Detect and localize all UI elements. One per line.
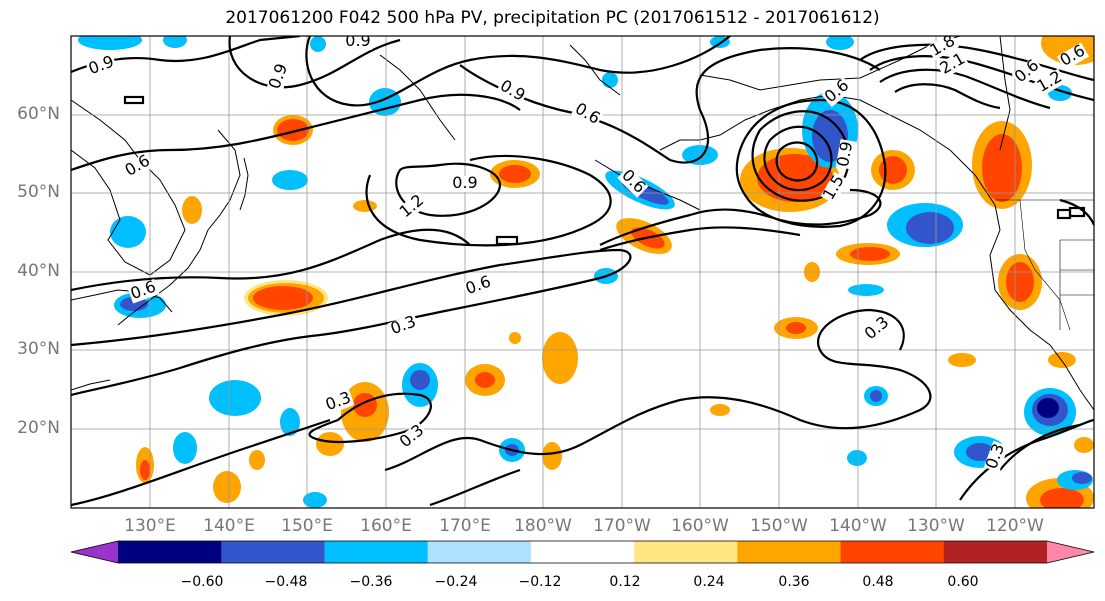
colorbar-extend-min — [71, 541, 118, 563]
lat-label-40n: 40°N — [17, 261, 60, 281]
contour-label-bg — [936, 50, 970, 79]
gridlines — [71, 36, 1094, 508]
contour-label-bg — [820, 171, 849, 205]
borders — [995, 199, 1094, 331]
contour-label: 0.9 — [452, 173, 477, 192]
colorbar-tick: 0.60 — [947, 574, 979, 590]
colorbar-extend-max — [1047, 541, 1094, 563]
colorbar-box — [221, 541, 325, 563]
colorbar-tick: −0.48 — [264, 574, 308, 590]
lon-label-150w: 150°W — [750, 516, 808, 536]
lon-label-130w: 130°W — [907, 516, 965, 536]
coastlines — [71, 36, 1094, 411]
contour-label: 0.9 — [833, 140, 856, 168]
contour-label-bg — [344, 36, 372, 50]
contour-label-bg — [396, 191, 429, 223]
lat-label-30n: 30°N — [17, 339, 60, 359]
contour-label-bg — [495, 77, 529, 106]
contour-label: 0.9 — [345, 31, 370, 50]
lon-label-150e: 150°E — [281, 516, 333, 536]
lon-label-180w: 180°W — [514, 516, 572, 536]
contour-label-bg — [85, 53, 118, 79]
colorbar-box — [530, 541, 635, 563]
lon-label-160w: 160°W — [671, 516, 729, 536]
lon-label-140w: 140°W — [829, 516, 887, 536]
contour-label-bg — [1033, 68, 1067, 97]
colorbar-box — [427, 541, 532, 563]
contour-label-bg — [570, 100, 604, 129]
colorbar-tick: −0.24 — [434, 574, 478, 590]
contour-label-bg — [861, 313, 894, 345]
colorbar-tick: −0.36 — [349, 574, 393, 590]
lon-label-140e: 140°E — [203, 516, 255, 536]
contour-label-bg — [462, 273, 495, 299]
map-frame — [70, 35, 1095, 509]
lon-label-160e: 160°E — [360, 516, 412, 536]
contour-label-bg — [266, 60, 292, 93]
contour-label-bg — [926, 36, 960, 61]
contour-label-bg — [387, 313, 420, 339]
lon-label-120w: 120°W — [986, 516, 1044, 536]
colorbar-box — [634, 541, 738, 563]
lon-label-170e: 170°E — [439, 516, 491, 536]
colorbar-tick: 0.24 — [693, 574, 725, 590]
lat-label-50n: 50°N — [17, 182, 60, 202]
lat-label-60n: 60°N — [17, 104, 60, 124]
contour-label-bg — [983, 440, 1009, 473]
colorbar-tick: 0.36 — [778, 574, 810, 590]
contour-label-bg — [1011, 56, 1044, 88]
contour-label-bg — [451, 176, 479, 192]
map-title: 2017061200 F042 500 hPa PV, precipitatio… — [225, 8, 880, 28]
colorbar-box — [324, 541, 429, 563]
colorbar-tick: 0.48 — [862, 574, 894, 590]
contour-label-bg — [121, 152, 155, 181]
colorbar-tick: −0.12 — [518, 574, 562, 590]
colorbar — [70, 540, 1095, 564]
colorbar-box — [737, 541, 842, 563]
colorbar-tick: −0.60 — [180, 574, 224, 590]
contour-label-bg — [1056, 42, 1090, 71]
colorbar-box — [943, 541, 1048, 563]
colorbar-box — [118, 541, 222, 563]
lon-label-170w: 170°W — [593, 516, 651, 536]
contour-label-bg — [322, 389, 355, 415]
contour-label-bg — [835, 139, 857, 170]
lon-label-130e: 130°E — [124, 516, 176, 536]
contour-label-bg — [396, 421, 429, 453]
lat-label-20n: 20°N — [17, 418, 60, 438]
contour-label-bg — [617, 166, 649, 198]
colorbar-outline — [70, 540, 1095, 564]
colorbar-box — [840, 541, 945, 563]
colorbar-tick: 0.12 — [609, 574, 641, 590]
contour-label-bg — [127, 278, 160, 304]
contour-label-bg — [821, 76, 854, 108]
